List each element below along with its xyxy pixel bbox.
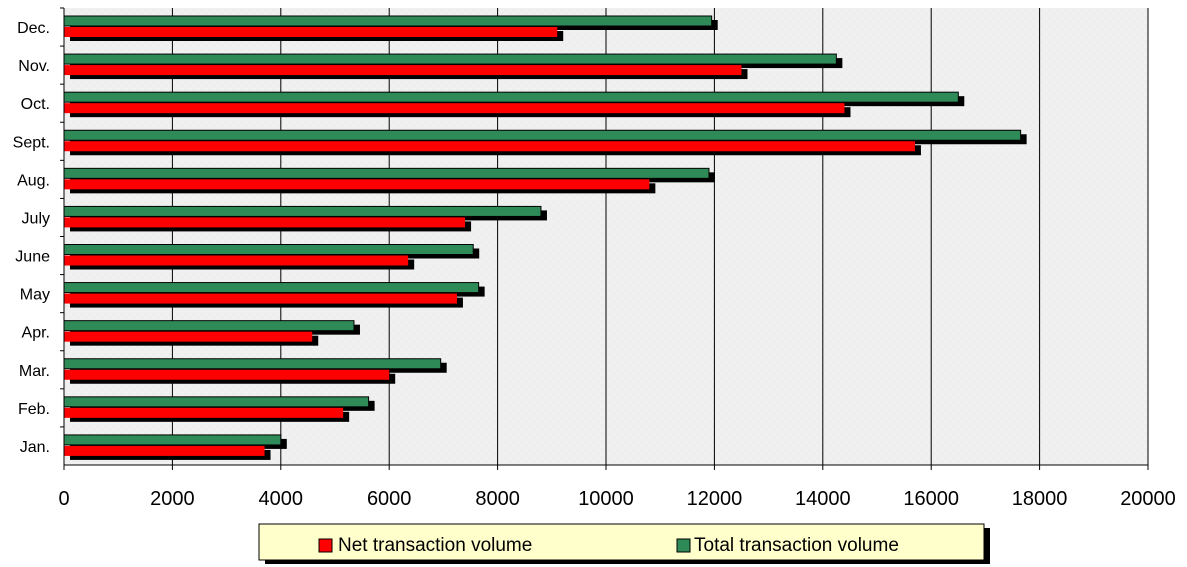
bar-total-transaction-volume: [63, 205, 542, 217]
category-label: June: [15, 249, 50, 266]
x-tick-label: 14000: [795, 488, 851, 510]
category-label: Nov.: [18, 58, 50, 75]
bar-total-transaction-volume: [63, 244, 474, 255]
gridlines: [171, 8, 1149, 465]
category-labels: Dec. Nov. Oct. Sept. Aug. July June May Apr. Mar.…: [13, 7, 64, 456]
x-tick-label: 18000: [1012, 488, 1068, 510]
category-label: Mar.: [19, 363, 50, 380]
bar-net-transaction-volume: [64, 217, 466, 228]
bars-group: [63, 15, 1027, 460]
bar-total-transaction-volume: [63, 358, 442, 370]
bar-total-transaction-volume: [63, 15, 713, 27]
legend-label-total: Total transaction volume: [694, 535, 899, 556]
bar-total-transaction-volume: [63, 320, 355, 332]
bar-net-transaction-volume: [64, 141, 915, 152]
x-tick-label: 6000: [367, 488, 412, 510]
legend-swatch-net: [318, 538, 333, 553]
category-label: Sept.: [13, 134, 50, 151]
bar-total-transaction-volume: [63, 282, 480, 294]
legend-swatch-total: [676, 538, 691, 553]
x-tick-label: 8000: [475, 488, 520, 510]
x-tick-labels: 0 2000 4000 6000 8000 10000 12000 14000 16000 180…: [58, 465, 1176, 510]
category-label: May: [20, 287, 50, 304]
category-label: Dec.: [17, 20, 50, 37]
bar-net-transaction-volume: [64, 179, 650, 190]
bar-total-transaction-volume: [63, 396, 370, 408]
x-tick-label: 20000: [1120, 488, 1176, 510]
bar-net-transaction-volume: [64, 103, 845, 114]
category-label: Aug.: [17, 172, 50, 189]
bar-net-transaction-volume: [64, 445, 265, 456]
bar-total-transaction-volume: [63, 167, 710, 179]
bar-net-transaction-volume: [64, 293, 457, 304]
bar-net-transaction-volume: [64, 27, 558, 37]
bar-net-transaction-volume: [64, 369, 390, 380]
bar-net-transaction-volume: [64, 255, 409, 266]
x-tick-label: 16000: [903, 488, 959, 510]
x-tick-label: 12000: [687, 488, 743, 510]
x-tick-label: 4000: [259, 488, 304, 510]
bar-total-transaction-volume: [63, 129, 1022, 141]
bar-net-transaction-volume: [64, 407, 344, 418]
legend: Net transaction volume Total transaction…: [258, 523, 990, 564]
category-label: Apr.: [22, 325, 50, 342]
bar-total-transaction-volume: [63, 53, 837, 65]
category-label: Jan.: [20, 439, 50, 456]
bar-total-transaction-volume: [63, 91, 959, 103]
category-label: Feb.: [18, 401, 50, 418]
x-tick-label: 2000: [150, 488, 195, 510]
x-tick-label: 10000: [578, 488, 634, 510]
x-tick-label: 0: [58, 488, 69, 510]
category-label: Oct.: [21, 96, 50, 113]
bar-net-transaction-volume: [64, 331, 313, 342]
bar-total-transaction-volume: [63, 434, 282, 446]
legend-label-net: Net transaction volume: [338, 535, 532, 556]
category-label: July: [22, 210, 50, 227]
bar-net-transaction-volume: [64, 65, 742, 76]
legend-box: [258, 523, 985, 561]
